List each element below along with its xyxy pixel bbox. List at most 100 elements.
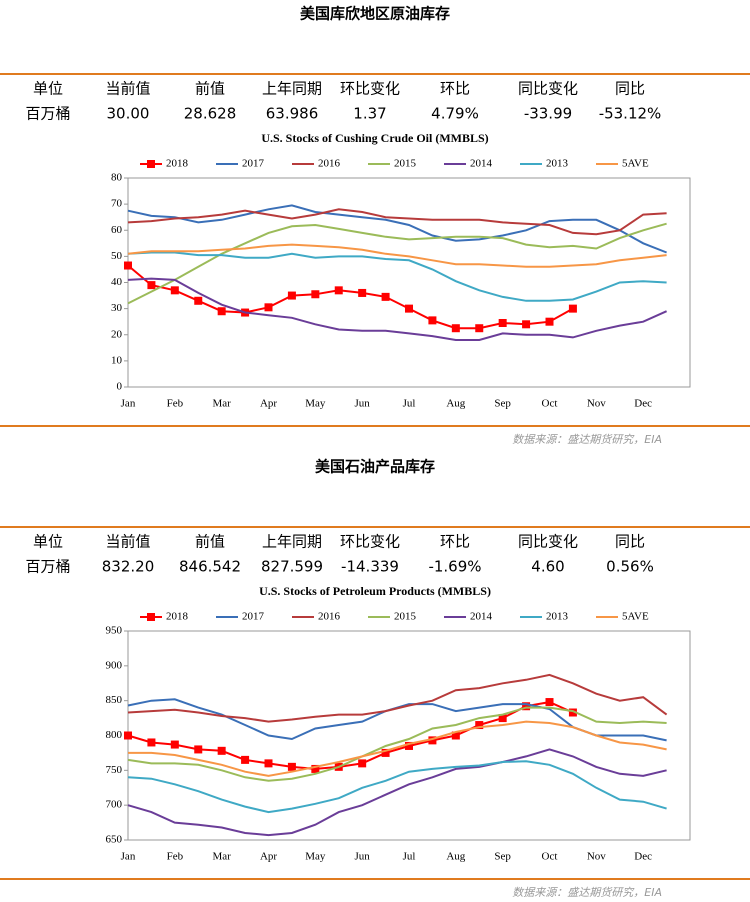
x-tick-label: Sep xyxy=(494,398,511,410)
table-header: 当前值 xyxy=(105,80,150,98)
series-line xyxy=(127,222,667,305)
legend-label: 2015 xyxy=(394,158,417,170)
legend-label: 2013 xyxy=(546,611,569,623)
series-line xyxy=(127,243,667,268)
marker xyxy=(568,304,577,313)
y-tick-label: 650 xyxy=(106,834,123,846)
x-tick-label: Apr xyxy=(260,398,277,410)
x-tick-label: Mar xyxy=(213,851,232,863)
x-tick-label: Nov xyxy=(587,398,606,410)
y-tick-label: 10 xyxy=(111,354,123,366)
table-cell: 1.37 xyxy=(353,105,386,123)
legend-marker xyxy=(147,160,155,168)
marker xyxy=(124,731,132,740)
y-tick-label: 800 xyxy=(106,729,123,741)
legend-label: 2018 xyxy=(166,611,189,623)
x-tick-label: Aug xyxy=(446,398,465,410)
marker xyxy=(358,288,367,297)
y-tick-label: 850 xyxy=(106,694,123,706)
table-header: 同比变化 xyxy=(518,80,578,98)
y-tick-label: 30 xyxy=(111,302,123,314)
source: 数据来源：盛达期货研究，EIA xyxy=(512,886,662,899)
marker xyxy=(568,708,577,717)
x-tick-label: Jan xyxy=(121,398,136,410)
marker xyxy=(264,303,273,312)
series-line xyxy=(128,720,667,777)
x-tick-label: Nov xyxy=(587,851,606,863)
marker xyxy=(522,320,531,329)
y-tick-label: 0 xyxy=(117,381,123,393)
table-cell: -14.339 xyxy=(341,558,399,576)
source: 数据来源：盛达期货研究，EIA xyxy=(512,433,662,446)
y-tick-label: 60 xyxy=(111,224,123,236)
table-cell: 百万桶 xyxy=(25,558,70,576)
table-header: 环比变化 xyxy=(340,80,400,98)
series-line xyxy=(127,251,667,302)
section-title: 美国石油产品库存 xyxy=(315,458,435,476)
marker xyxy=(545,698,554,707)
table-header: 当前值 xyxy=(105,533,150,551)
plot-frame xyxy=(127,177,691,388)
y-tick-label: 40 xyxy=(111,276,123,288)
series-line xyxy=(127,208,667,236)
marker xyxy=(217,307,226,316)
marker xyxy=(498,714,507,723)
x-tick-label: Feb xyxy=(167,851,184,863)
y-tick-label: 80 xyxy=(111,172,123,184)
marker xyxy=(475,324,484,333)
x-tick-label: Oct xyxy=(542,851,558,863)
legend-label: 2016 xyxy=(318,611,341,623)
x-tick-label: Jan xyxy=(121,851,136,863)
marker xyxy=(451,731,460,740)
legend-label: 2015 xyxy=(394,611,417,623)
marker xyxy=(358,759,367,768)
x-tick-label: May xyxy=(305,851,326,863)
series-line xyxy=(127,706,667,782)
marker xyxy=(147,738,156,747)
series-line xyxy=(127,698,667,742)
table-cell: 30.00 xyxy=(107,105,150,123)
table-header: 同比 xyxy=(615,533,645,551)
table-header: 环比 xyxy=(440,533,470,551)
y-tick-label: 20 xyxy=(111,328,123,340)
chart-title: U.S. Stocks of Petroleum Products (MMBLS… xyxy=(259,584,491,598)
x-tick-label: Dec xyxy=(634,398,652,410)
table-cell: -1.69% xyxy=(428,558,481,576)
marker xyxy=(170,286,179,295)
x-tick-label: Jul xyxy=(403,851,416,863)
marker xyxy=(522,702,531,711)
x-tick-label: Dec xyxy=(634,851,652,863)
marker xyxy=(381,748,390,757)
table-cell: 846.542 xyxy=(179,558,241,576)
x-tick-label: Jul xyxy=(403,398,416,410)
x-tick-label: Feb xyxy=(167,398,184,410)
marker xyxy=(475,721,484,730)
marker xyxy=(381,292,390,301)
marker xyxy=(311,764,320,773)
table-header: 环比变化 xyxy=(340,533,400,551)
series-line xyxy=(127,204,667,254)
marker xyxy=(170,740,179,749)
table-header: 同比 xyxy=(615,80,645,98)
x-tick-label: Mar xyxy=(213,398,232,410)
marker xyxy=(311,290,320,299)
marker xyxy=(545,317,554,326)
marker xyxy=(241,755,250,764)
marker xyxy=(405,741,413,750)
y-tick-label: 70 xyxy=(111,198,123,210)
table-cell: 4.79% xyxy=(431,105,479,123)
table-header: 上年同期 xyxy=(262,533,322,551)
marker xyxy=(451,324,460,333)
legend-label: 2014 xyxy=(470,158,493,170)
marker xyxy=(194,296,203,305)
x-tick-label: Jun xyxy=(355,851,371,863)
marker xyxy=(405,304,413,313)
y-tick-label: 50 xyxy=(111,250,123,262)
table-cell: 827.599 xyxy=(261,558,323,576)
table-cell: 63.986 xyxy=(266,105,319,123)
legend-label: 2014 xyxy=(470,611,493,623)
legend-marker xyxy=(147,613,155,621)
table-header: 同比变化 xyxy=(518,533,578,551)
x-tick-label: May xyxy=(305,398,326,410)
